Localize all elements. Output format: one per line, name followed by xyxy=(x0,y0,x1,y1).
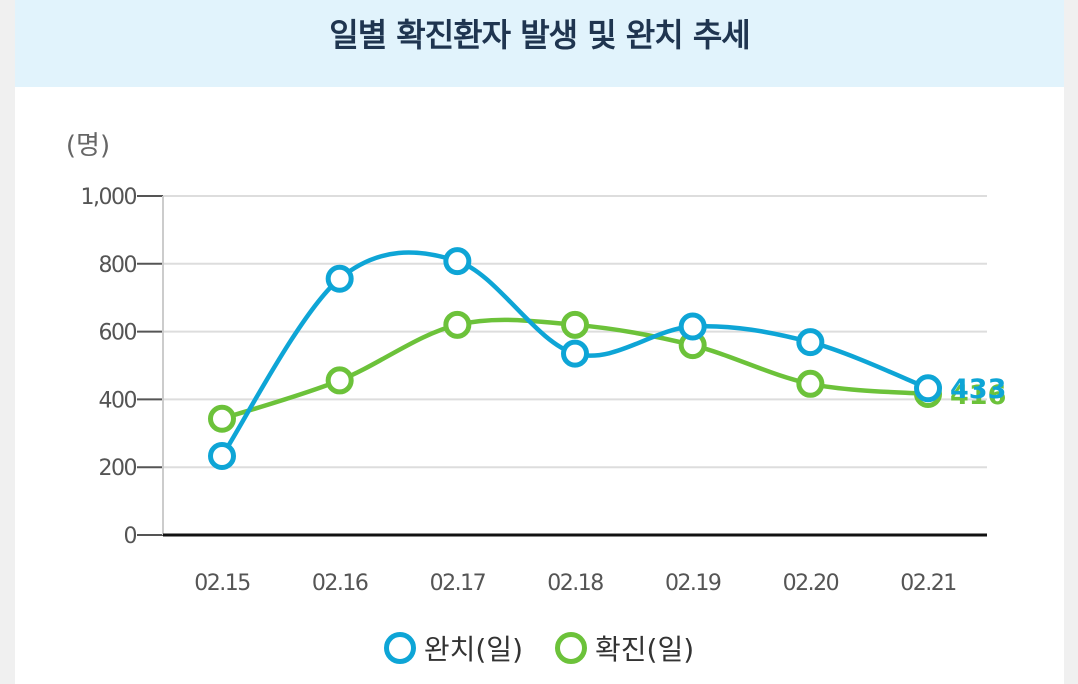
end-value-label: 433 xyxy=(950,374,1006,405)
y-tick-label: 0 xyxy=(124,524,137,549)
data-point xyxy=(561,339,590,368)
chart-title: 일별 확진환자 발생 및 완치 추세 xyxy=(329,15,750,54)
data-point xyxy=(678,312,707,341)
data-point xyxy=(914,374,943,403)
x-tick-label: 02.19 xyxy=(665,571,721,596)
data-point xyxy=(208,442,236,471)
end-value-label: 416 xyxy=(950,380,1006,411)
legend-marker-recovered-icon xyxy=(383,632,416,664)
y-tick-label: 400 xyxy=(99,388,137,413)
legend-label-recovered: 완치(일) xyxy=(423,633,523,666)
y-tick-label: 600 xyxy=(99,321,137,346)
data-point xyxy=(796,369,825,398)
x-tick-label: 02.17 xyxy=(430,571,486,596)
data-point xyxy=(443,310,472,339)
data-point xyxy=(796,328,825,357)
y-tick-label: 1,000 xyxy=(81,185,137,210)
chart-card: 일별 확진환자 발생 및 완치 추세 xyxy=(15,0,1064,684)
x-tick-label: 02.16 xyxy=(312,571,368,596)
legend: 완치(일) 확진(일) xyxy=(0,628,1078,668)
legend-marker-confirmed-icon xyxy=(555,632,587,664)
data-point xyxy=(208,404,236,433)
x-tick-label: 02.15 xyxy=(194,571,250,596)
y-tick-label: 200 xyxy=(99,456,137,481)
data-point xyxy=(561,310,590,339)
legend-item-confirmed[interactable]: 확진(일) xyxy=(555,628,694,668)
legend-label-confirmed: 확진(일) xyxy=(595,633,695,666)
x-tick-label: 02.21 xyxy=(900,571,955,596)
data-point xyxy=(325,366,354,395)
x-tick-label: 02.18 xyxy=(547,571,603,596)
data-point xyxy=(443,247,472,276)
chart-header: 일별 확진환자 발생 및 완치 추세 xyxy=(15,0,1064,87)
data-point xyxy=(325,264,354,293)
x-tick-label: 02.20 xyxy=(783,571,839,596)
y-tick-label: 800 xyxy=(99,253,137,278)
legend-item-recovered[interactable]: 완치(일) xyxy=(383,628,523,668)
y-unit-label: (명) xyxy=(66,131,110,161)
